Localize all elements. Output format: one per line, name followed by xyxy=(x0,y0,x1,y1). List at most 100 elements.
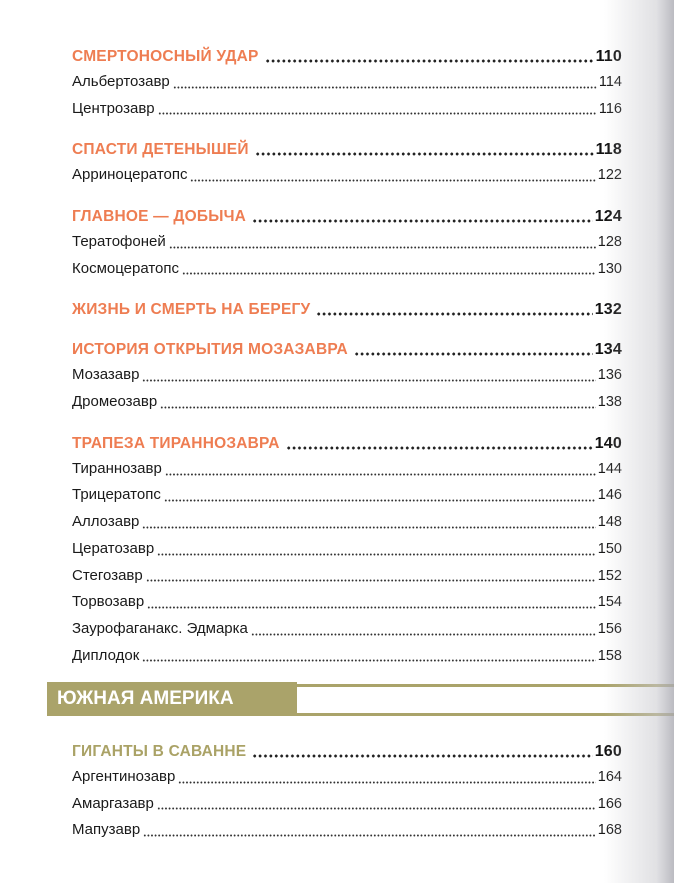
toc-entry[interactable]: Тираннозавр 144 xyxy=(72,456,622,483)
leader-dots xyxy=(285,445,593,450)
entry-name: Стегозавр xyxy=(72,566,143,584)
section-title: ГЛАВНОЕ — ДОБЫЧА xyxy=(72,208,247,226)
toc-entry[interactable]: Заурофаганакс. Эдмарка 156 xyxy=(72,616,622,643)
entry-name: Заурофаганакс. Эдмарка xyxy=(72,619,248,637)
section-title-row[interactable]: СПАСТИ ДЕТЕНЫШЕЙ 118 xyxy=(72,138,622,162)
chapter-header: ЮЖНАЯ АМЕРИКА xyxy=(47,682,674,716)
section-title-row[interactable]: ГЛАВНОЕ — ДОБЫЧА 124 xyxy=(72,205,622,229)
toc-entry[interactable]: Трицератопс 146 xyxy=(72,483,622,510)
entry-page: 152 xyxy=(597,567,622,584)
toc-entry[interactable]: Диплодок 158 xyxy=(72,643,622,670)
entry-name: Цератозавр xyxy=(72,539,155,557)
leader-dots xyxy=(316,312,593,317)
toc-entry[interactable]: Дромеозавр 138 xyxy=(72,389,622,416)
toc-entry[interactable]: Тератофоней 128 xyxy=(72,229,622,256)
toc-entry[interactable]: Торвозавр 154 xyxy=(72,589,622,616)
section-page: 124 xyxy=(594,208,622,226)
entry-page: 150 xyxy=(597,540,622,557)
toc-entry[interactable]: Аллозавр 148 xyxy=(72,509,622,536)
section-title-row[interactable]: ГИГАНТЫ В САВАННЕ 160 xyxy=(72,740,622,764)
leader-dots xyxy=(254,152,594,157)
toc-entry[interactable]: Амаргазавр 166 xyxy=(72,791,622,818)
entry-name: Мозазавр xyxy=(72,366,140,384)
entry-page: 156 xyxy=(597,620,622,637)
toc-entry[interactable]: Космоцератопс 130 xyxy=(72,256,622,283)
entry-page: 144 xyxy=(597,460,622,477)
leader-dots xyxy=(182,272,596,276)
leader-dots xyxy=(142,525,596,529)
leader-dots xyxy=(145,579,596,583)
toc-entry[interactable]: Стегозавр 152 xyxy=(72,563,622,590)
chapter-title: ЮЖНАЯ АМЕРИКА xyxy=(47,682,297,716)
toc-entry[interactable]: Цератозавр 150 xyxy=(72,536,622,563)
leader-dots xyxy=(252,754,593,758)
toc-section: ЖИЗНЬ И СМЕРТЬ НА БЕРЕГУ 132 xyxy=(72,298,622,322)
entry-page: 114 xyxy=(598,73,622,90)
toc-section: ТРАПЕЗА ТИРАННОЗАВРА 140 Тираннозавр 144 Три… xyxy=(72,432,622,670)
entry-page: 166 xyxy=(597,795,622,812)
entry-page: 168 xyxy=(597,822,622,839)
section-title-row[interactable]: ТРАПЕЗА ТИРАННОЗАВРА 140 xyxy=(72,432,622,456)
leader-dots xyxy=(147,605,596,609)
toc-section: СМЕРТОНОСНЫЙ УДАР 110 Альбертозавр 114 Центр… xyxy=(72,45,622,122)
leader-dots xyxy=(163,499,596,503)
entry-name: Амаргазавр xyxy=(72,794,154,812)
section-page: 118 xyxy=(595,141,622,159)
toc-entry[interactable]: Аргентинозавр 164 xyxy=(72,764,622,791)
section-page: 134 xyxy=(594,341,622,359)
leader-dots xyxy=(178,780,596,784)
entry-name: Арриноцератопс xyxy=(72,166,188,184)
section-title: СПАСТИ ДЕТЕНЫШЕЙ xyxy=(72,141,249,159)
entry-name: Торвозавр xyxy=(72,593,145,611)
leader-dots xyxy=(157,552,596,556)
entry-page: 130 xyxy=(597,260,622,277)
entry-page: 154 xyxy=(597,594,622,611)
entry-page: 136 xyxy=(597,367,622,384)
entry-name: Тератофоней xyxy=(72,233,166,251)
toc-south-america: ГИГАНТЫ В САВАННЕ 160 Аргентинозавр 164 Амар… xyxy=(72,724,622,844)
entry-name: Дромеозавр xyxy=(72,393,158,411)
leader-dots xyxy=(157,112,597,116)
toc-section: СПАСТИ ДЕТЕНЫШЕЙ 118 Арриноцератопс 122 xyxy=(72,138,622,189)
section-page: 132 xyxy=(594,301,622,319)
leader-dots xyxy=(353,352,593,357)
section-page: 140 xyxy=(594,434,622,452)
toc-north-america: СМЕРТОНОСНЫЙ УДАР 110 Альбертозавр 114 Центр… xyxy=(72,29,622,669)
leader-dots xyxy=(168,245,596,249)
leader-dots xyxy=(160,405,596,409)
toc-entry[interactable]: Альбертозавр 114 xyxy=(72,69,622,96)
section-title: СМЕРТОНОСНЫЙ УДАР xyxy=(72,48,259,65)
toc-entry[interactable]: Арриноцератопс 122 xyxy=(72,162,622,189)
leader-dots xyxy=(252,219,593,224)
section-title-row[interactable]: СМЕРТОНОСНЫЙ УДАР 110 xyxy=(72,45,622,69)
toc-entry[interactable]: Мозазавр 136 xyxy=(72,362,622,389)
toc-entry[interactable]: Центрозавр 116 xyxy=(72,96,622,123)
section-title: ТРАПЕЗА ТИРАННОЗАВРА xyxy=(72,434,280,452)
toc-entry[interactable]: Мапузавр 168 xyxy=(72,817,622,844)
entry-page: 148 xyxy=(597,514,622,531)
leader-dots xyxy=(142,659,596,663)
section-title: ГИГАНТЫ В САВАННЕ xyxy=(72,743,247,760)
section-title-row[interactable]: ИСТОРИЯ ОТКРЫТИЯ МОЗАЗАВРА 134 xyxy=(72,338,622,362)
entry-name: Тираннозавр xyxy=(72,459,162,477)
toc-section: ГИГАНТЫ В САВАННЕ 160 Аргентинозавр 164 Амар… xyxy=(72,740,622,844)
entry-page: 116 xyxy=(598,100,622,117)
entry-page: 128 xyxy=(597,234,622,251)
chapter-rule-top xyxy=(297,684,674,687)
entry-page: 158 xyxy=(597,647,622,664)
section-page: 160 xyxy=(594,743,622,760)
leader-dots xyxy=(142,379,596,383)
section-page: 110 xyxy=(595,48,622,65)
toc-section: ГЛАВНОЕ — ДОБЫЧА 124 Тератофоней 128 Космоце… xyxy=(72,205,622,282)
leader-dots xyxy=(164,472,596,476)
entry-name: Космоцератопс xyxy=(72,259,180,277)
entry-page: 164 xyxy=(597,768,622,785)
leader-dots xyxy=(172,85,597,89)
entry-name: Аргентинозавр xyxy=(72,767,176,785)
leader-dots xyxy=(250,632,596,636)
section-title: ЖИЗНЬ И СМЕРТЬ НА БЕРЕГУ xyxy=(72,301,311,319)
entry-page: 146 xyxy=(597,487,622,504)
entry-page: 122 xyxy=(597,167,622,184)
leader-dots xyxy=(143,834,596,838)
section-title-row[interactable]: ЖИЗНЬ И СМЕРТЬ НА БЕРЕГУ 132 xyxy=(72,298,622,322)
